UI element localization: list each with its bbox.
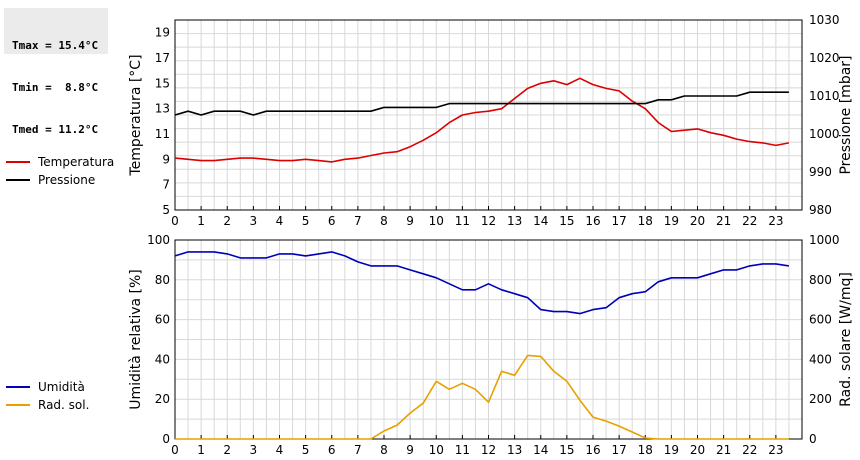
x-tick-label: 5 — [302, 443, 310, 457]
x-tick-label: 15 — [559, 443, 574, 457]
y2-tick-label: 400 — [809, 352, 832, 366]
chart-panel-2: 0 1 2 3 4 5 6 7 8 9 10 11 12 13 14 15 16 17 18 19 20 21 22 2302… — [6, 233, 854, 457]
y2-tick-label: 200 — [809, 392, 832, 406]
y-tick-label: 40 — [155, 352, 170, 366]
x-tick-label: 3 — [250, 214, 258, 228]
y-tick-label: 80 — [155, 273, 170, 287]
y-tick-label: 7 — [162, 178, 170, 192]
y-tick-label: 9 — [162, 152, 170, 166]
legend-label: Pressione — [38, 173, 95, 187]
x-tick-label: 2 — [223, 443, 231, 457]
x-tick-label: 22 — [742, 214, 757, 228]
y-tick-label: 19 — [155, 26, 170, 40]
x-tick-label: 11 — [455, 443, 470, 457]
x-tick-label: 7 — [354, 443, 362, 457]
x-tick-label: 14 — [533, 214, 548, 228]
x-tick-label: 7 — [354, 214, 362, 228]
x-tick-label: 8 — [380, 214, 388, 228]
x-tick-label: 5 — [302, 214, 310, 228]
x-tick-label: 11 — [455, 214, 470, 228]
y2-tick-label: 1000 — [809, 127, 840, 141]
y2-tick-label: 1020 — [809, 51, 840, 65]
x-tick-label: 19 — [664, 443, 679, 457]
legend-label: Rad. sol. — [38, 398, 89, 412]
legend-label: Temperatura — [37, 155, 114, 169]
y-tick-label: 17 — [155, 51, 170, 65]
x-tick-label: 15 — [559, 214, 574, 228]
y2-tick-label: 990 — [809, 165, 832, 179]
x-tick-label: 9 — [406, 443, 414, 457]
y-tick-label: 20 — [155, 392, 170, 406]
x-tick-label: 16 — [585, 443, 600, 457]
y2-tick-label: 1030 — [809, 13, 840, 27]
x-tick-label: 10 — [429, 214, 444, 228]
y-axis-title: Umidità relativa [%] — [128, 269, 144, 410]
x-tick-label: 6 — [328, 214, 336, 228]
chart-panel-1: 0 1 2 3 4 5 6 7 8 9 10 11 12 13 14 15 16 17 18 19 20 21 22 2357… — [6, 13, 854, 228]
x-tick-label: 0 — [171, 214, 179, 228]
y-tick-label: 100 — [147, 233, 170, 247]
tmed-label: Tmed = 11.2°C — [12, 123, 99, 136]
x-tick-label: 20 — [690, 214, 705, 228]
x-tick-label: 22 — [742, 443, 757, 457]
y2-axis-title: Pressione [mbar] — [838, 55, 854, 174]
x-tick-label: 6 — [328, 443, 336, 457]
y-tick-label: 15 — [155, 76, 170, 90]
x-tick-label: 4 — [276, 443, 284, 457]
x-tick-label: 12 — [481, 214, 496, 228]
y2-tick-label: 600 — [809, 313, 832, 327]
x-tick-label: 14 — [533, 443, 548, 457]
y2-tick-label: 980 — [809, 203, 832, 217]
y-tick-label: 0 — [162, 432, 170, 446]
tmin-label: Tmin = 8.8°C — [12, 81, 99, 94]
y2-tick-label: 1010 — [809, 89, 840, 103]
x-tick-label: 18 — [638, 443, 653, 457]
x-tick-label: 19 — [664, 214, 679, 228]
x-tick-label: 9 — [406, 214, 414, 228]
x-tick-label: 2 — [223, 214, 231, 228]
y-tick-label: 60 — [155, 313, 170, 327]
series-line-umidit — [174, 251, 790, 315]
x-tick-label: 18 — [638, 214, 653, 228]
stats-box: Tmax = 15.4°C Tmin = 8.8°C Tmed = 11.2°C — [4, 8, 108, 136]
x-tick-label: 17 — [611, 443, 626, 457]
x-tick-label: 10 — [429, 443, 444, 457]
x-tick-label: 20 — [690, 443, 705, 457]
x-tick-label: 16 — [585, 214, 600, 228]
x-tick-label: 17 — [611, 214, 626, 228]
legend-label: Umidità — [38, 380, 85, 394]
x-tick-label: 1 — [197, 443, 205, 457]
x-tick-label: 21 — [716, 443, 731, 457]
x-tick-label: 8 — [380, 443, 388, 457]
x-tick-label: 23 — [768, 443, 783, 457]
y-axis-title: Temperatura [°C] — [128, 54, 144, 176]
series-line-pressione — [174, 91, 789, 116]
tmax-label: Tmax = 15.4°C — [12, 39, 99, 52]
x-tick-label: 23 — [768, 214, 783, 228]
y-tick-label: 11 — [155, 127, 170, 141]
series-line-rad-sol — [175, 354, 789, 440]
y-tick-label: 5 — [162, 203, 170, 217]
x-tick-label: 3 — [250, 443, 258, 457]
series-line-temperatura — [174, 77, 790, 163]
x-tick-label: 4 — [276, 214, 284, 228]
x-tick-label: 12 — [481, 443, 496, 457]
x-tick-label: 0 — [171, 443, 179, 457]
x-tick-label: 21 — [716, 214, 731, 228]
x-tick-label: 1 — [197, 214, 205, 228]
x-tick-label: 13 — [507, 214, 522, 228]
y2-tick-label: 800 — [809, 273, 832, 287]
y-tick-label: 13 — [155, 102, 170, 116]
y2-axis-title: Rad. solare [W/mq] — [838, 272, 854, 407]
x-tick-label: 13 — [507, 443, 522, 457]
y2-tick-label: 0 — [809, 432, 817, 446]
y2-tick-label: 1000 — [809, 233, 840, 247]
